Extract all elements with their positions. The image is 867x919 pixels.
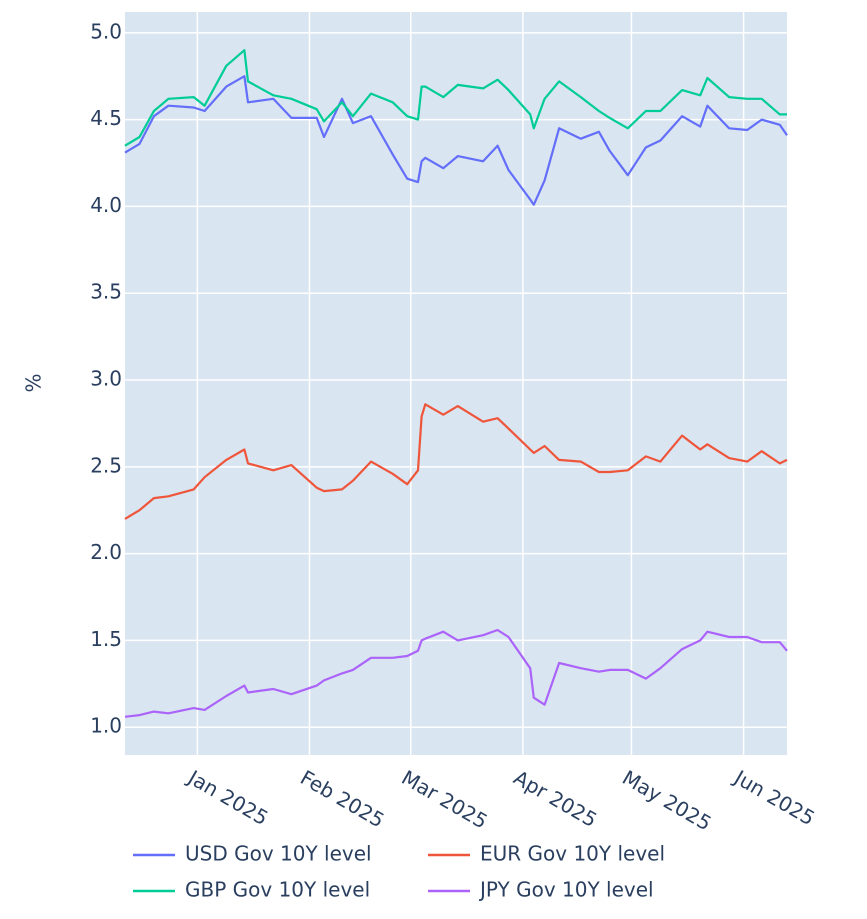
y-tick-label: 2.5 (90, 453, 122, 477)
x-tick-label: Apr 2025 (510, 765, 602, 832)
legend-label: USD Gov 10Y level (185, 842, 372, 866)
x-tick-label: Jan 2025 (182, 764, 272, 830)
y-tick-label: 3.5 (90, 280, 122, 304)
x-tick-label: Jun 2025 (729, 764, 819, 830)
y-tick-label: 3.0 (90, 367, 122, 391)
legend-label: GBP Gov 10Y level (185, 878, 370, 902)
y-axis-title: % (22, 373, 46, 392)
series-line (124, 49, 787, 147)
x-tick-label: May 2025 (618, 765, 715, 835)
x-tick-label: Mar 2025 (398, 765, 492, 833)
y-tick-label: 4.0 (90, 193, 122, 217)
legend-label: JPY Gov 10Y level (478, 878, 654, 902)
y-tick-label: 4.5 (90, 106, 122, 130)
y-tick-label: 1.5 (90, 627, 122, 651)
legend-label: EUR Gov 10Y level (480, 842, 665, 866)
x-tick-label: Feb 2025 (296, 765, 388, 832)
y-tick-label: 2.0 (90, 540, 122, 564)
plot-area (125, 12, 787, 755)
series-line (124, 75, 788, 206)
series-line (124, 628, 788, 718)
y-tick-label: 5.0 (90, 19, 122, 43)
series-line (124, 403, 788, 520)
y-tick-label: 1.0 (90, 714, 122, 738)
